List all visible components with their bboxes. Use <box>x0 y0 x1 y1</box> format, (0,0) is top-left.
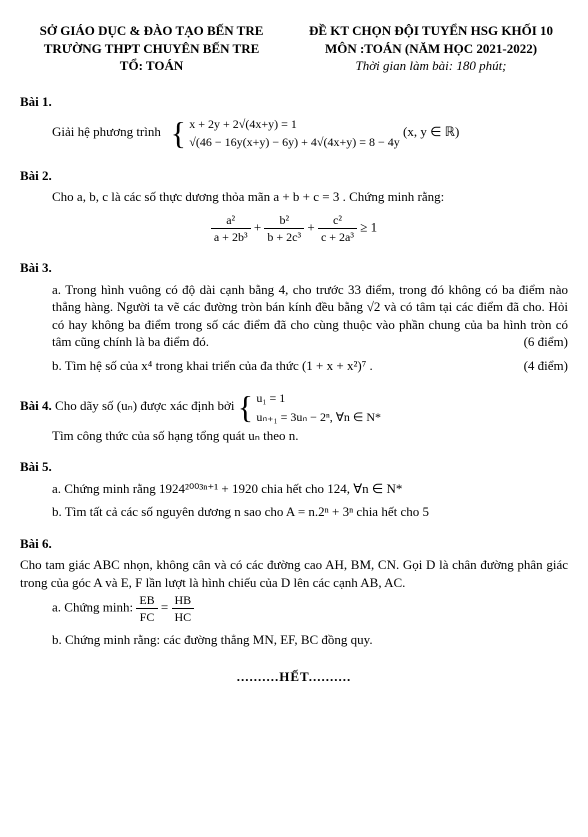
org-line-2: TRƯỜNG THPT CHUYÊN BẾN TRE <box>20 40 283 58</box>
org-line-3: TỔ: TOÁN <box>20 57 283 75</box>
bai3-title: Bài 3. <box>20 259 568 277</box>
subject-line: MÔN :TOÁN (NĂM HỌC 2021-2022) <box>294 40 568 58</box>
page-footer: ..........HẾT.......... <box>20 668 568 686</box>
bai2-frac1: a² a + 2b³ <box>211 212 251 245</box>
bai3-pb-post: . <box>369 358 372 373</box>
bai6-pb: b. Chứng minh rằng: các đường thẳng MN, … <box>52 631 568 649</box>
brace-icon: { <box>171 119 186 148</box>
org-line-1: SỞ GIÁO DỤC & ĐÀO TẠO BẾN TRE <box>20 22 283 40</box>
bai4-title: Bài 4. <box>20 398 52 413</box>
bai2-f1n: a² <box>211 212 251 229</box>
bai4-block: Bài 4. Cho dãy số (uₙ) được xác định bởi… <box>20 388 568 426</box>
bai1-eq1: x + 2y + 2√(4x+y) = 1 <box>189 116 400 132</box>
bai6-f2n: HB <box>172 592 195 609</box>
bai4-s2: uₙ₊₁ = 3uₙ − 2ⁿ, ∀n ∈ N* <box>256 409 381 425</box>
bai6-pa: a. Chứng minh: EB FC = HB HC <box>52 592 568 625</box>
bai2-f1d: a + 2b³ <box>211 229 251 245</box>
bai3-pa-points: (6 điểm) <box>524 333 568 351</box>
bai6-f1d: FC <box>136 609 157 625</box>
equals-sign: = <box>161 599 172 614</box>
bai5-pb: b. Tìm tất cả các số nguyên dương n sao … <box>52 503 568 521</box>
bai1-title: Bài 1. <box>20 93 568 111</box>
bai6-f1n: EB <box>136 592 157 609</box>
bai2-lead: Cho a, b, c là các số thực dương thỏa mã… <box>52 188 568 206</box>
bai4-s1: u₁ = 1 <box>256 390 381 406</box>
bai4-lead: Cho dãy số (uₙ) được xác định bởi <box>55 398 238 413</box>
bai2-frac2: b² b + 2c³ <box>264 212 304 245</box>
bai6-f2d: HC <box>172 609 195 625</box>
bai2-f2d: b + 2c³ <box>264 229 304 245</box>
bai2-title: Bài 2. <box>20 167 568 185</box>
bai6-frac1: EB FC <box>136 592 157 625</box>
duration-line: Thời gian làm bài: 180 phút; <box>294 57 568 75</box>
bai2-rhs: ≥ 1 <box>360 219 377 234</box>
header-left: SỞ GIÁO DỤC & ĐÀO TẠO BẾN TRE TRƯỜNG THP… <box>20 22 283 75</box>
bai6-pa-lead: a. Chứng minh: <box>52 599 136 614</box>
bai3-pa-text: a. Trong hình vuông có độ dài cạnh bằng … <box>52 282 568 350</box>
plus-sign: + <box>307 219 318 234</box>
bai6-frac2: HB HC <box>172 592 195 625</box>
bai6-lead: Cho tam giác ABC nhọn, không cân và có c… <box>20 556 568 591</box>
bai1-system: x + 2y + 2√(4x+y) = 1 √(46 − 16y(x+y) − … <box>189 114 400 152</box>
brace-icon: { <box>238 393 253 422</box>
bai4-line2: Tìm công thức của số hạng tổng quát uₙ t… <box>52 427 568 445</box>
page-header: SỞ GIÁO DỤC & ĐÀO TẠO BẾN TRE TRƯỜNG THP… <box>20 22 568 75</box>
bai3-pb-expr: (1 + x + x²)⁷ <box>302 358 366 373</box>
bai4-system: u₁ = 1 uₙ₊₁ = 3uₙ − 2ⁿ, ∀n ∈ N* <box>256 388 381 426</box>
bai1-cond: (x, y ∈ ℝ) <box>403 124 459 139</box>
bai3-pb-pre: b. Tìm hệ số của x⁴ trong khai triển của… <box>52 358 302 373</box>
bai1-content: Giải hệ phương trình { x + 2y + 2√(4x+y)… <box>52 114 568 152</box>
bai6-title: Bài 6. <box>20 535 568 553</box>
bai2-f3d: c + 2a³ <box>318 229 357 245</box>
bai3-pa: a. Trong hình vuông có độ dài cạnh bằng … <box>52 281 568 351</box>
bai5-title: Bài 5. <box>20 458 568 476</box>
bai2-inequality: a² a + 2b³ + b² b + 2c³ + c² c + 2a³ ≥ 1 <box>20 212 568 245</box>
exam-title: ĐỀ KT CHỌN ĐỘI TUYỂN HSG KHỐI 10 <box>294 22 568 40</box>
bai1-eq2: √(46 − 16y(x+y) − 6y) + 4√(4x+y) = 8 − 4… <box>189 134 400 150</box>
bai3-pb-points: (4 điểm) <box>524 357 568 375</box>
bai5-pa: a. Chứng minh rằng 1924²⁰⁰³ⁿ⁺¹ + 1920 ch… <box>52 480 568 498</box>
bai2-f2n: b² <box>264 212 304 229</box>
bai3-pb: b. Tìm hệ số của x⁴ trong khai triển của… <box>52 357 568 375</box>
plus-sign: + <box>254 219 265 234</box>
bai1-lead: Giải hệ phương trình <box>52 124 161 139</box>
header-right: ĐỀ KT CHỌN ĐỘI TUYỂN HSG KHỐI 10 MÔN :TO… <box>294 22 568 75</box>
bai2-f3n: c² <box>318 212 357 229</box>
bai2-frac3: c² c + 2a³ <box>318 212 357 245</box>
